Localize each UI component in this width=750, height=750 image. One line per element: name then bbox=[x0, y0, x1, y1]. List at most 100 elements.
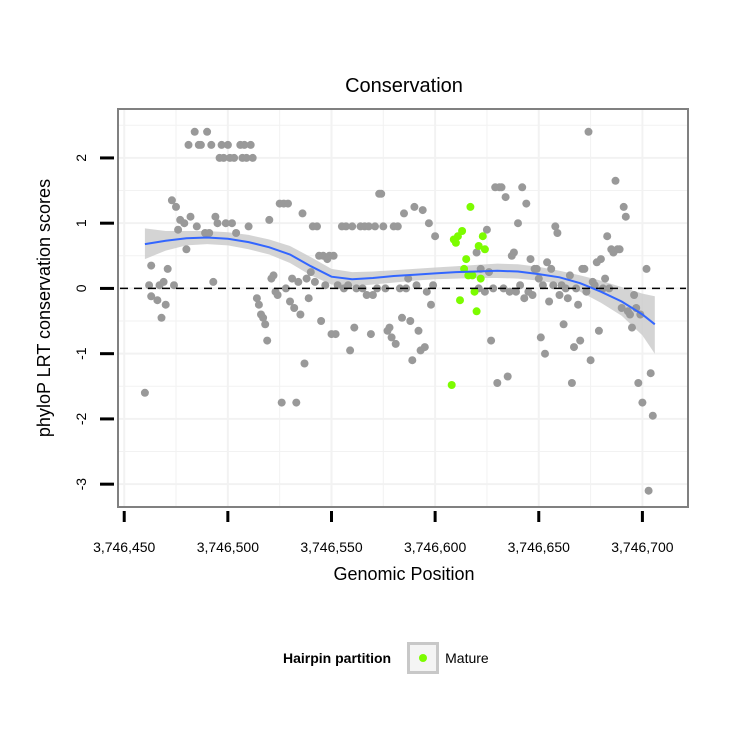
y-tick-label: -3 bbox=[73, 478, 89, 491]
point-mature bbox=[476, 274, 485, 283]
point-other bbox=[219, 153, 228, 162]
point-other bbox=[159, 277, 168, 286]
x-tick-label: 3,746,500 bbox=[197, 539, 259, 555]
point-other bbox=[242, 153, 251, 162]
point-other bbox=[157, 313, 166, 322]
point-other bbox=[167, 196, 176, 205]
point-other bbox=[348, 222, 357, 231]
point-other bbox=[638, 398, 647, 407]
point-other bbox=[174, 225, 183, 234]
point-other bbox=[252, 294, 261, 303]
point-other bbox=[582, 287, 591, 296]
point-other bbox=[648, 411, 657, 420]
point-other bbox=[559, 320, 568, 329]
point-other bbox=[298, 209, 307, 218]
point-other bbox=[196, 140, 205, 149]
point-other bbox=[240, 140, 249, 149]
point-other bbox=[145, 281, 154, 290]
y-tick-label: -1 bbox=[73, 347, 89, 360]
point-other bbox=[277, 398, 286, 407]
point-other bbox=[512, 287, 520, 296]
point-other bbox=[590, 281, 599, 290]
smooth-fit-layer bbox=[144, 236, 656, 326]
point-other bbox=[534, 274, 543, 283]
point-mature bbox=[478, 232, 487, 241]
point-other bbox=[172, 202, 180, 211]
point-other bbox=[246, 140, 255, 149]
point-other bbox=[362, 291, 371, 299]
point-other bbox=[584, 127, 593, 136]
point-other bbox=[230, 153, 239, 162]
y-tick-label: 0 bbox=[73, 284, 89, 292]
point-other bbox=[574, 300, 583, 309]
point-other bbox=[551, 222, 560, 231]
point-other bbox=[580, 264, 589, 273]
point-other bbox=[412, 281, 421, 290]
point-other bbox=[223, 140, 232, 149]
point-other bbox=[503, 372, 512, 381]
point-other bbox=[526, 255, 535, 264]
point-other bbox=[518, 183, 527, 192]
point-other bbox=[522, 199, 531, 208]
point-other bbox=[310, 277, 319, 286]
point-other bbox=[366, 330, 375, 339]
point-other bbox=[603, 232, 612, 241]
point-other bbox=[292, 398, 301, 407]
point-other bbox=[296, 310, 305, 319]
point-other bbox=[414, 326, 423, 335]
point-other bbox=[286, 297, 294, 306]
point-other bbox=[170, 281, 178, 290]
point-other bbox=[371, 222, 379, 231]
point-other bbox=[213, 219, 222, 228]
point-other bbox=[263, 336, 272, 345]
point-other bbox=[391, 339, 400, 348]
point-other bbox=[429, 281, 438, 290]
x-tick-label: 3,746,450 bbox=[93, 539, 155, 555]
point-other bbox=[192, 222, 201, 231]
point-other bbox=[634, 379, 643, 387]
point-other bbox=[576, 336, 585, 345]
point-other bbox=[644, 486, 653, 495]
point-other bbox=[420, 343, 429, 352]
point-other bbox=[431, 232, 440, 241]
y-tick-label: 1 bbox=[73, 219, 89, 227]
point-other bbox=[161, 300, 170, 309]
point-other bbox=[427, 300, 435, 309]
point-other bbox=[516, 281, 525, 290]
point-other bbox=[561, 284, 570, 293]
y-tick-label: -2 bbox=[73, 412, 89, 425]
point-mature bbox=[451, 238, 460, 247]
x-tick-label: 3,746,700 bbox=[611, 539, 673, 555]
point-mature bbox=[447, 381, 456, 389]
point-other bbox=[163, 264, 172, 273]
point-other bbox=[615, 245, 624, 254]
point-other bbox=[284, 199, 292, 208]
point-other bbox=[536, 333, 545, 342]
point-other bbox=[352, 284, 361, 293]
legend-title: Hairpin partition bbox=[283, 650, 392, 666]
legend-key-mature bbox=[407, 642, 440, 674]
point-other bbox=[497, 183, 506, 192]
point-other bbox=[186, 212, 195, 221]
x-tick-label: 3,746,650 bbox=[508, 539, 570, 555]
point-other bbox=[489, 284, 498, 293]
point-mature bbox=[470, 287, 479, 296]
point-other bbox=[586, 356, 595, 365]
point-mature bbox=[480, 245, 489, 254]
point-other bbox=[541, 349, 549, 358]
point-other bbox=[565, 271, 574, 280]
points-layer bbox=[140, 127, 657, 495]
point-other bbox=[594, 326, 603, 335]
point-other bbox=[424, 219, 433, 228]
smooth-fit-line bbox=[144, 236, 656, 326]
confidence-band bbox=[144, 228, 655, 354]
point-other bbox=[630, 291, 639, 299]
point-other bbox=[514, 219, 522, 228]
point-other bbox=[563, 294, 572, 303]
point-other bbox=[333, 281, 342, 290]
point-other bbox=[182, 245, 191, 254]
point-other bbox=[153, 296, 162, 305]
point-mature bbox=[474, 242, 483, 250]
point-other bbox=[211, 212, 220, 221]
